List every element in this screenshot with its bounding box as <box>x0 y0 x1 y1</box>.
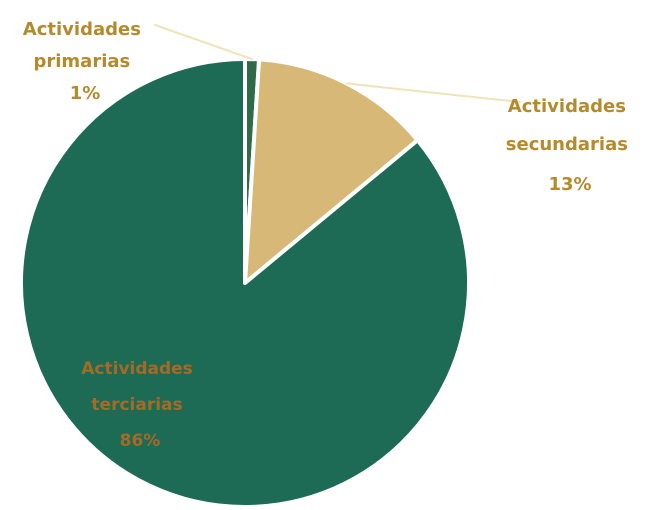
leader-lines <box>154 24 521 103</box>
pie-slice-2 <box>19 57 471 509</box>
pie-slices <box>19 56 471 509</box>
slice-labels: Actividades primarias 1% Actividades sec… <box>23 19 634 451</box>
leader-line-actividades-primarias <box>154 24 254 61</box>
slice-value-label: 1% <box>70 83 101 104</box>
slice-value-label: 13% <box>548 174 591 195</box>
slice-label-line: primarias <box>33 51 130 72</box>
slice-label-actividades-secundarias: Actividades secundarias 13% <box>506 96 634 195</box>
slice-label-line: Actividades <box>81 359 193 379</box>
leader-line-actividades-secundarias <box>345 82 521 103</box>
slice-label-actividades-primarias: Actividades primarias 1% <box>23 19 147 104</box>
slice-label-line: secundarias <box>506 134 628 155</box>
slice-label-line: terciarias <box>91 395 182 415</box>
slice-label-actividades-terciarias: Actividades terciarias 86% <box>81 359 198 451</box>
slice-label-line: Actividades <box>508 96 626 117</box>
slice-label-line: Actividades <box>23 19 141 40</box>
slice-value-label: 86% <box>120 431 161 451</box>
